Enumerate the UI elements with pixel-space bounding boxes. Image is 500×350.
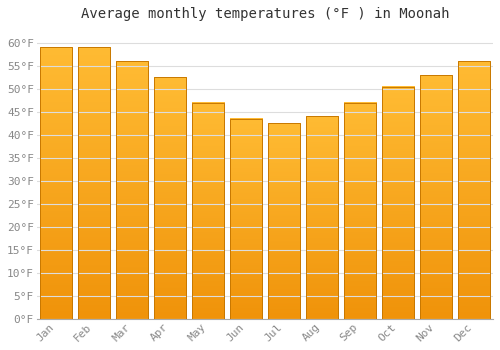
Bar: [382, 86, 414, 319]
Bar: [78, 48, 110, 319]
Bar: [420, 75, 452, 319]
Bar: [154, 77, 186, 319]
Bar: [268, 123, 300, 319]
Bar: [116, 61, 148, 319]
Bar: [40, 48, 72, 319]
Title: Average monthly temperatures (°F ) in Moonah: Average monthly temperatures (°F ) in Mo…: [80, 7, 449, 21]
Bar: [344, 103, 376, 319]
Bar: [192, 103, 224, 319]
Bar: [306, 117, 338, 319]
Bar: [230, 119, 262, 319]
Bar: [458, 61, 490, 319]
